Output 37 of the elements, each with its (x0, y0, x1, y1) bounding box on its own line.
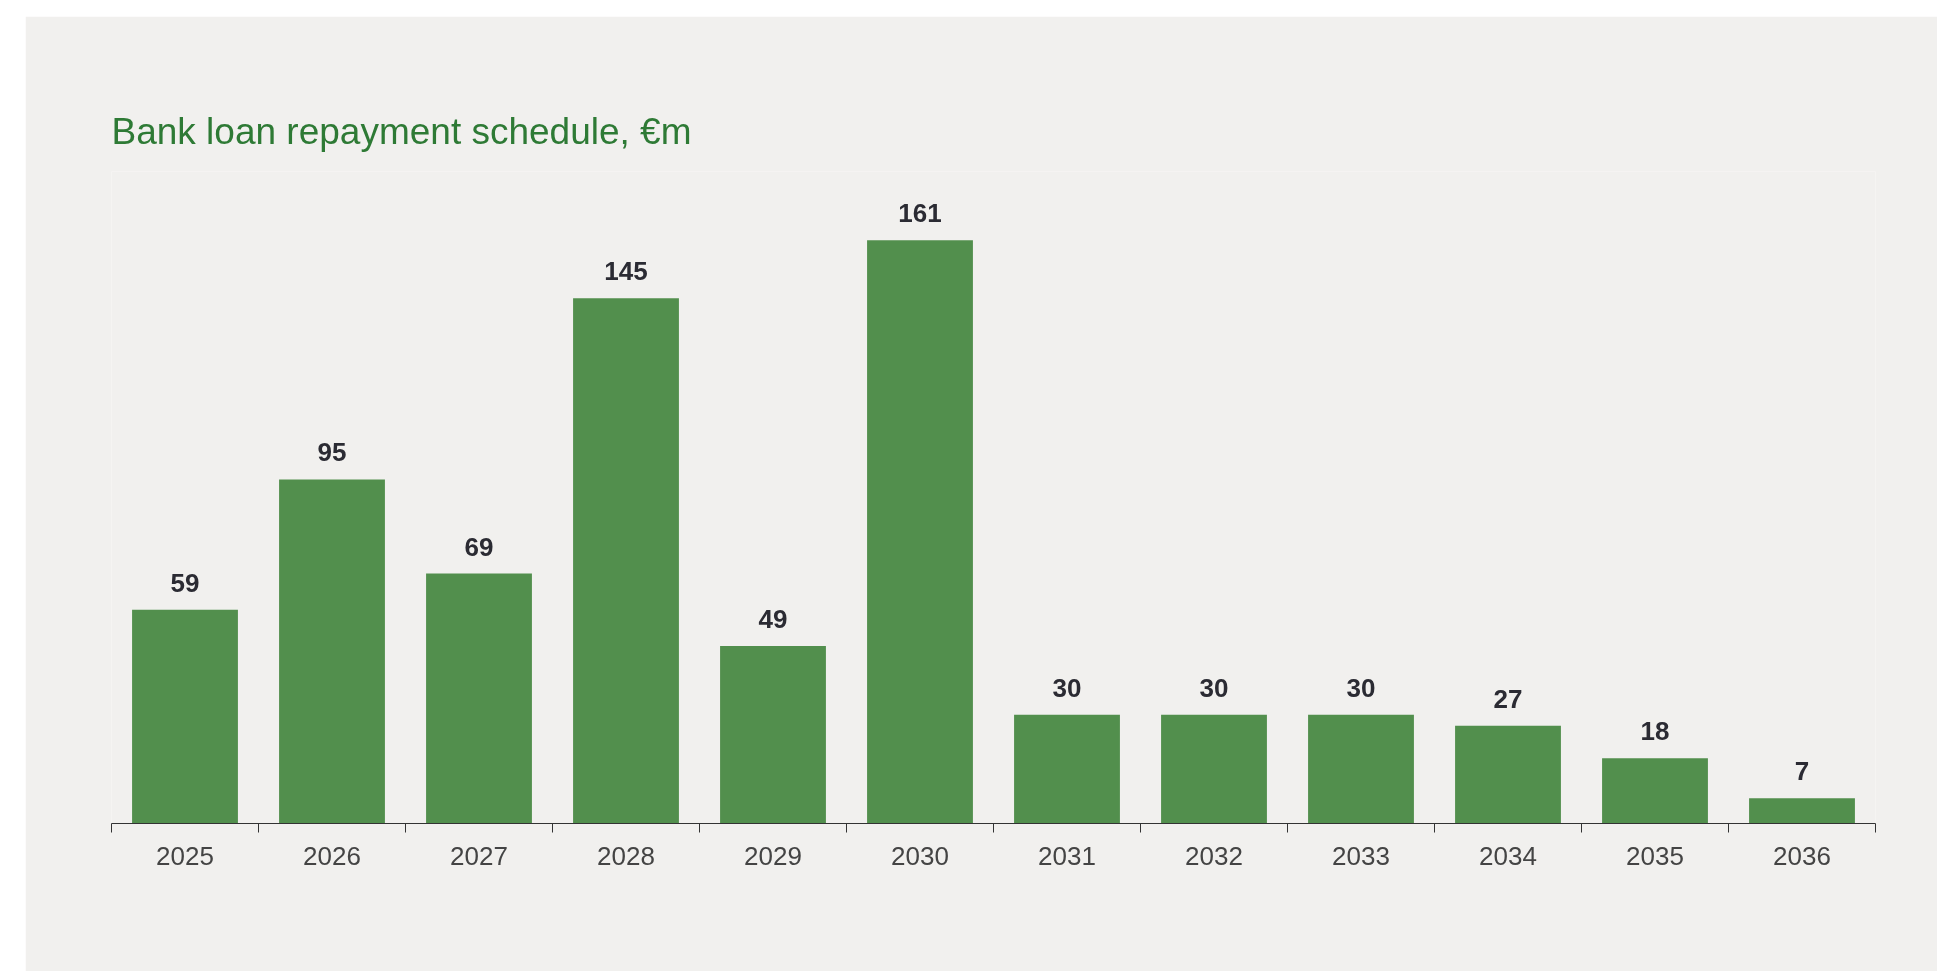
data-label: 30 (1052, 672, 1082, 703)
x-tick-label: 2028 (597, 840, 655, 871)
data-label: 59 (170, 567, 200, 598)
bar (1602, 758, 1708, 824)
data-label: 161 (898, 198, 942, 229)
x-tick-label: 2035 (1626, 840, 1684, 871)
x-tick-label: 2034 (1479, 840, 1537, 871)
x-tick-label: 2032 (1185, 840, 1243, 871)
data-label: 49 (758, 604, 788, 635)
x-tick-label: 2029 (744, 840, 802, 871)
x-tick-label: 2030 (891, 840, 949, 871)
bar (279, 479, 385, 824)
data-label: 30 (1199, 672, 1229, 703)
bar (1014, 714, 1120, 824)
bar (1161, 714, 1267, 824)
bar (1308, 714, 1414, 824)
bar (720, 646, 826, 824)
x-tick-label: 2026 (303, 840, 361, 871)
x-tick-label: 2033 (1332, 840, 1390, 871)
chart-title: Bank loan repayment schedule, €m (111, 110, 692, 152)
bar (867, 240, 973, 824)
x-tick-label: 2031 (1038, 840, 1096, 871)
data-label: 30 (1346, 672, 1376, 703)
data-label: 69 (464, 531, 494, 562)
bar (573, 298, 679, 824)
bar (1749, 798, 1855, 824)
data-label: 95 (317, 437, 347, 468)
bar (426, 573, 532, 824)
data-label: 145 (604, 256, 648, 287)
data-label: 18 (1640, 716, 1670, 747)
x-tick-label: 2025 (156, 840, 214, 871)
x-tick-label: 2027 (450, 840, 508, 871)
x-tick-label: 2036 (1773, 840, 1831, 871)
data-label: 27 (1493, 683, 1523, 714)
data-label: 7 (1794, 756, 1810, 787)
bar (132, 609, 238, 824)
bar (1455, 725, 1561, 824)
